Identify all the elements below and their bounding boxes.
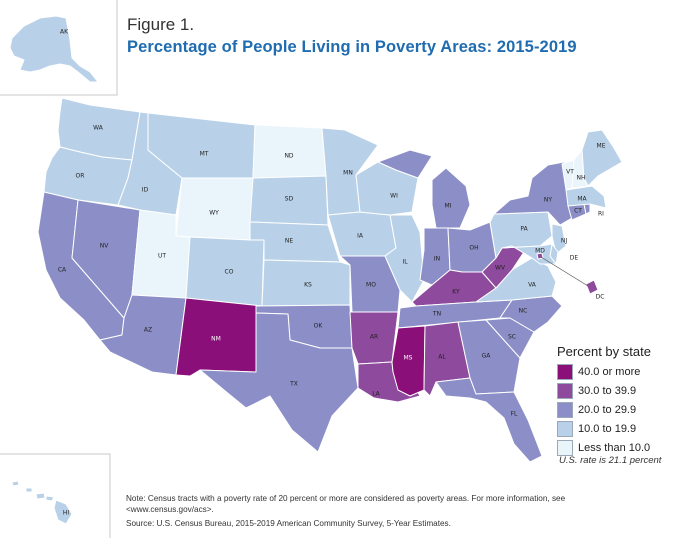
state-label-RI: RI (598, 211, 604, 218)
legend-label: 20.0 to 29.9 (578, 404, 637, 416)
state-MA (565, 185, 607, 209)
state-label-CA: CA (58, 267, 67, 274)
state-ME (581, 129, 623, 187)
state-label-NM: NM (211, 336, 221, 343)
state-ND (252, 124, 327, 179)
state-HI-2 (25, 487, 33, 493)
state-label-OK: OK (314, 323, 324, 330)
state-MI (377, 149, 471, 229)
source-note: Source: U.S. Census Bureau, 2015-2019 Am… (126, 519, 451, 528)
figure-label: Figure 1. (127, 15, 195, 34)
state-label-KY: KY (452, 289, 460, 296)
state-label-ME: ME (597, 143, 606, 150)
legend-label: Less than 10.0 (578, 442, 651, 454)
state-label-ND: ND (284, 153, 293, 160)
state-label-WI: WI (390, 193, 398, 200)
dc-callout-line (540, 256, 589, 287)
state-label-OR: OR (76, 173, 85, 180)
state-label-NV: NV (100, 243, 109, 250)
state-label-WV: WV (495, 265, 506, 272)
state-label-MO: MO (366, 282, 376, 289)
state-label-GA: GA (482, 353, 492, 360)
state-label-MA: MA (577, 196, 587, 203)
state-label-AR: AR (370, 334, 378, 341)
state-label-MT: MT (200, 151, 209, 158)
map-legend: Percent by state 40.0 or more 30.0 to 39… (557, 344, 692, 458)
state-label-VT: VT (566, 169, 574, 176)
legend-item: Less than 10.0 (557, 439, 692, 457)
state-label-NH: NH (577, 175, 586, 182)
state-VA (475, 257, 557, 303)
state-NY (493, 161, 573, 226)
state-HI-3 (35, 492, 46, 500)
state-label-NY: NY (544, 197, 552, 204)
state-label-MI: MI (445, 203, 452, 210)
state-AK (9, 15, 99, 83)
state-label-IA: IA (357, 233, 364, 240)
state-HI-5 (53, 499, 73, 525)
legend-title: Percent by state (557, 344, 651, 359)
state-NJ (551, 223, 567, 255)
state-label-NJ: NJ (561, 238, 567, 245)
state-label-UT: UT (158, 253, 166, 260)
legend-label: 30.0 to 39.9 (578, 385, 637, 397)
state-label-WY: WY (209, 210, 219, 217)
state-label-PA: PA (520, 226, 528, 233)
legend-item: 30.0 to 39.9 (557, 382, 692, 400)
state-label-FL: FL (511, 411, 518, 418)
state-KS (261, 259, 351, 307)
legend-swatch (557, 421, 573, 437)
state-label-ID: ID (142, 187, 149, 194)
state-label-DE: DE (570, 255, 579, 262)
state-label-NC: NC (519, 308, 528, 315)
state-label-MS: MS (404, 355, 413, 362)
state-label-IL: IL (402, 259, 408, 266)
state-HI-4 (45, 495, 55, 502)
state-label-OH: OH (469, 245, 478, 252)
state-TX (199, 312, 359, 453)
state-label-HI: HI (63, 510, 70, 517)
state-label-AK: AK (60, 29, 69, 36)
state-label-SC: SC (508, 334, 516, 341)
legend-label: 10.0 to 19.9 (578, 423, 637, 435)
state-label-DC: DC (596, 294, 605, 301)
state-label-KS: KS (304, 282, 312, 289)
state-label-AZ: AZ (144, 327, 152, 334)
state-NE (249, 221, 341, 263)
state-label-AL: AL (438, 354, 446, 361)
state-label-LA: LA (372, 391, 380, 398)
state-MD (501, 243, 557, 265)
state-label-WA: WA (93, 125, 104, 132)
state-label-TN: TN (432, 311, 441, 318)
state-label-VA: VA (528, 282, 537, 289)
state-label-TX: TX (289, 381, 298, 388)
legend-swatch (557, 364, 573, 380)
legend-swatch (557, 402, 573, 418)
legend-label: 40.0 or more (578, 366, 641, 378)
alaska-inset-frame (0, 0, 118, 96)
legend-item: 10.0 to 19.9 (557, 420, 692, 438)
state-DC-callout (585, 279, 599, 295)
state-HI-1 (11, 480, 20, 487)
state-label-MN: MN (343, 170, 353, 177)
map-title: Percentage of People Living in Poverty A… (127, 38, 577, 56)
state-label-SD: SD (285, 196, 294, 203)
state-label-CO: CO (225, 269, 234, 276)
state-FL (435, 377, 543, 463)
state-label-IN: IN (434, 256, 440, 263)
state-label-NE: NE (285, 238, 293, 245)
legend-item: 20.0 to 29.9 (557, 401, 692, 419)
hawaii-inset-frame (0, 453, 111, 538)
legend-swatch (557, 440, 573, 456)
state-label-MD: MD (535, 248, 545, 255)
legend-item: 40.0 or more (557, 363, 692, 381)
state-label-CT: CT (574, 208, 582, 215)
legend-swatch (557, 383, 573, 399)
footnote: Note: Census tracts with a poverty rate … (126, 494, 566, 514)
us-rate-note: U.S. rate is 21.1 percent (559, 455, 662, 466)
